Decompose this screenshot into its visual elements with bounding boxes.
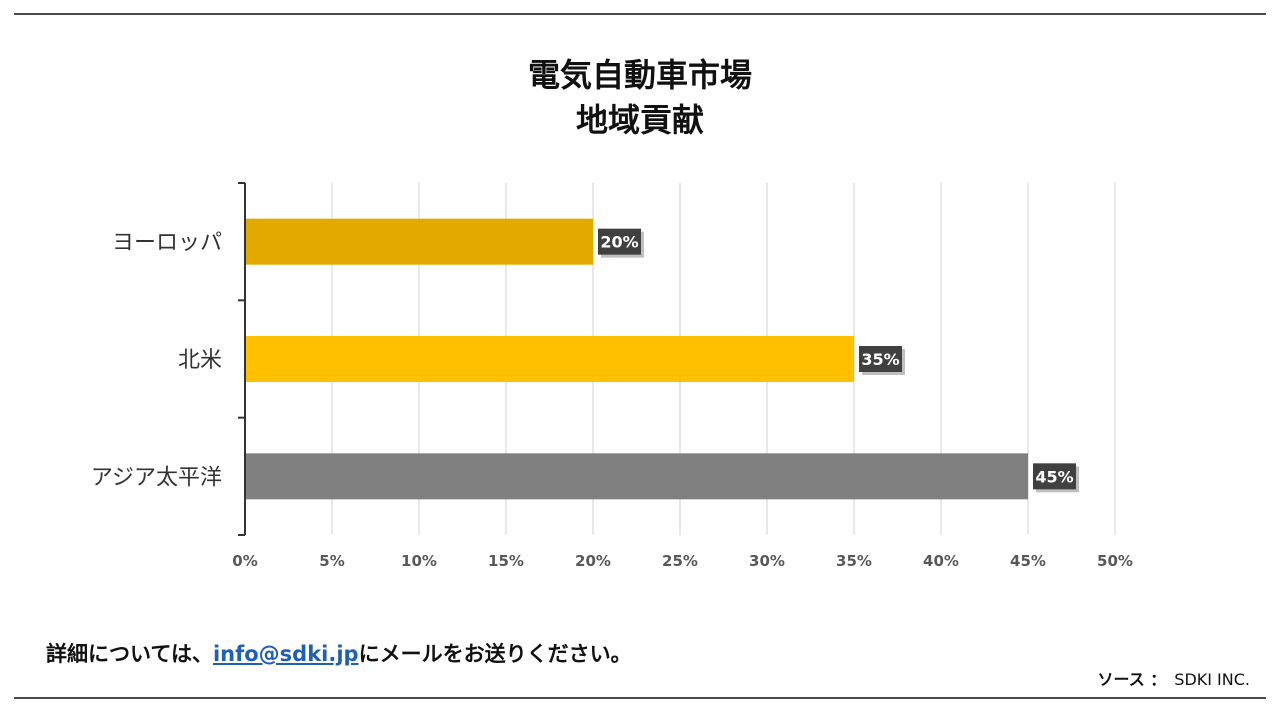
x-tick-labels: 0% 5% 10% 15% 20% 25% 30% 35% 40% 45% 50%	[232, 552, 1133, 570]
bars	[246, 218, 1028, 500]
x-tick-label: 15%	[488, 552, 524, 570]
chart-title-line-1: 電気自動車市場	[527, 56, 752, 94]
x-tick-label: 0%	[232, 552, 257, 570]
chart-title-line-2: 地域貢献	[575, 101, 704, 139]
x-tick-label: 5%	[319, 552, 344, 570]
data-label: 20%	[600, 233, 638, 252]
data-label-box	[1033, 463, 1076, 490]
source-label: ソース ：	[1097, 670, 1167, 689]
contact-note: 詳細については、info@sdki.jpにメールをお送りください。	[46, 638, 632, 668]
x-tick-label: 25%	[662, 552, 698, 570]
x-tick-label: 30%	[749, 552, 785, 570]
bar	[246, 453, 1028, 500]
x-tick-label: 40%	[923, 552, 959, 570]
x-tick-label: 50%	[1097, 552, 1133, 570]
data-label-box	[598, 228, 641, 255]
category-label: 北米	[178, 348, 222, 373]
source-credit: ソース ： SDKI INC.	[1098, 666, 1251, 690]
top-rule	[14, 13, 1266, 15]
x-tick-label: 35%	[836, 552, 872, 570]
category-label: ヨーロッパ	[112, 231, 222, 256]
source-value: SDKI INC.	[1174, 670, 1250, 689]
x-tick-label: 10%	[401, 552, 437, 570]
email-link[interactable]: info@sdki.jp	[212, 642, 359, 666]
x-tick-label: 20%	[575, 552, 611, 570]
y-axis	[238, 182, 246, 536]
x-tick-label: 45%	[1010, 552, 1046, 570]
data-label-box	[859, 346, 902, 372]
data-label: 35%	[861, 350, 899, 369]
contact-note-after: にメールをお送りください。	[358, 642, 632, 666]
data-labels: 20% 35% 45%	[598, 228, 1079, 493]
bottom-rule	[14, 697, 1266, 699]
contact-note-before: 詳細については、	[46, 642, 213, 666]
bar	[246, 218, 593, 265]
bar	[246, 336, 854, 382]
category-label: アジア太平洋	[91, 465, 222, 490]
data-label: 45%	[1035, 467, 1073, 486]
